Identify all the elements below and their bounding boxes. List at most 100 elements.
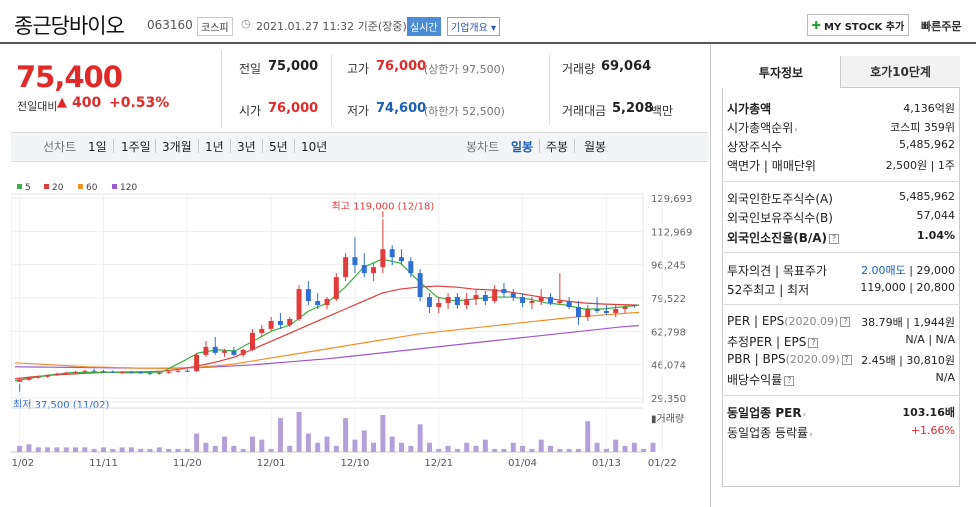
candle-body (454, 297, 460, 306)
volume-bar (222, 436, 228, 452)
invest-row-label: 외국인한도주식수(A) (727, 192, 833, 206)
current-price: 75,400 (16, 60, 123, 94)
candle-body (520, 297, 526, 304)
volume-bar (17, 445, 23, 452)
candle-body (175, 370, 181, 372)
volume-bar (249, 436, 255, 452)
change-label: 전일대비 (17, 100, 58, 113)
volume-axis-label: ▮거래량 (651, 413, 684, 425)
candle-monthly[interactable]: 월봉 (584, 140, 607, 154)
tab-orderbook[interactable]: 호가10단계 (841, 56, 960, 88)
volume-bar (557, 448, 563, 452)
volume-bar (436, 448, 442, 452)
volume-bar (510, 442, 516, 452)
volume-bar (594, 442, 600, 452)
invest-row-value: N/A | N/A (905, 333, 955, 346)
candle-weekly[interactable]: 주봉 (546, 140, 569, 154)
stock-chart[interactable]: 129,693 112,969 96,245 79,522 62,798 46,074 29… (11, 176, 708, 476)
candle-body (26, 377, 32, 380)
candle-body (231, 350, 237, 355)
invest-row: 시가총액 4,136억원 (727, 100, 955, 117)
invest-row-label: 배당수익률 (727, 373, 783, 387)
invest-row: 52주최고 | 최저 119,000 | 20,800 (727, 281, 955, 298)
period-3y[interactable]: 3년 (237, 140, 256, 154)
realtime-badge[interactable]: 실시간 (407, 17, 441, 36)
candle-body (333, 277, 339, 300)
invest-row: PER | EPS(2020.09)? 38.79배 | 1,944원 (727, 314, 955, 329)
volume-bar (464, 442, 470, 452)
chevron-right-icon[interactable]: › (809, 430, 813, 440)
volume-bar (389, 436, 395, 452)
period-1d[interactable]: 1일 (88, 140, 107, 154)
lower-limit: (하한가 52,500) (424, 105, 505, 118)
invest-row-label: 액면가 | 매매단위 (727, 159, 816, 173)
volume-bar (613, 439, 619, 452)
x-tick-label: 11/20 (173, 458, 202, 469)
period-1y[interactable]: 1년 (205, 140, 224, 154)
x-tick-label: 12/01 (257, 458, 286, 469)
period-3m[interactable]: 3개월 (162, 140, 192, 154)
low-label: 저가 (347, 104, 370, 118)
add-mystock-button[interactable]: ✚ MY STOCK 추가 (807, 14, 909, 36)
amount-unit: 백만 (651, 104, 674, 118)
separator (113, 139, 114, 153)
candle-body (548, 297, 554, 304)
tab-invest-info[interactable]: 투자정보 (722, 56, 841, 88)
invest-row: 배당수익률? N/A (727, 371, 955, 388)
candle-body (566, 301, 572, 308)
volume-bar (575, 448, 581, 452)
period-10y[interactable]: 10년 (301, 140, 328, 154)
help-icon[interactable]: ? (829, 233, 840, 244)
candle-body (603, 310, 609, 313)
period-5y[interactable]: 5년 (269, 140, 288, 154)
divider (549, 55, 550, 125)
volume-bar (184, 448, 190, 452)
stock-code: 063160 (147, 18, 193, 32)
help-icon[interactable]: ? (808, 337, 819, 348)
candle-body (464, 299, 470, 306)
candle-body (259, 328, 265, 333)
chevron-right-icon[interactable]: › (794, 125, 798, 135)
invest-row-value: 57,044 (916, 209, 956, 222)
volume-bar (259, 439, 265, 452)
candle-body (352, 257, 358, 266)
candle-body (249, 332, 255, 350)
x-tick-label: 01/22 (648, 458, 677, 469)
invest-divider (722, 252, 960, 253)
candle-body (399, 257, 405, 262)
candle-body (268, 320, 274, 329)
period-1w[interactable]: 1주일 (121, 140, 151, 154)
clock-icon: ◷ (241, 17, 251, 30)
min-price-label: 최저 37,500 (11/02) (13, 399, 109, 411)
y-tick-label: 96,245 (651, 261, 686, 272)
candle-body (575, 307, 581, 317)
volume-bar (361, 430, 367, 452)
invest-divider (722, 304, 960, 305)
quick-order-button[interactable]: 빠른주문 (921, 20, 962, 33)
chevron-right-icon[interactable]: › (802, 410, 807, 420)
add-mystock-label: MY STOCK 추가 (824, 21, 905, 33)
volume-bar (54, 447, 60, 452)
help-icon[interactable]: ? (784, 375, 795, 386)
x-tick-label: 12/10 (341, 458, 370, 469)
invest-row-value: 103.16배 (902, 406, 955, 419)
volume-bar (138, 448, 144, 452)
y-tick-label: 29,350 (651, 394, 686, 405)
candle-daily[interactable]: 일봉 (511, 140, 534, 154)
invest-row-label: 동일업종 등락률 (727, 426, 809, 440)
volume-bar (445, 445, 451, 452)
candle-body (287, 318, 293, 325)
divider (221, 50, 222, 128)
low-value: 74,600 (376, 101, 427, 116)
volume-bar (631, 442, 637, 452)
help-icon[interactable]: ? (840, 316, 851, 327)
volume-bar (371, 442, 377, 452)
help-icon[interactable]: ? (841, 354, 852, 365)
volume-bar (82, 447, 88, 452)
volume-bar (194, 433, 200, 452)
invest-row-value: 38.79배 | 1,944원 (861, 316, 955, 329)
candle-body (436, 303, 442, 308)
y-tick-label: 62,798 (651, 327, 686, 338)
company-overview-dropdown[interactable]: 기업개요 ▾ (447, 17, 500, 36)
candle-body (529, 301, 535, 304)
